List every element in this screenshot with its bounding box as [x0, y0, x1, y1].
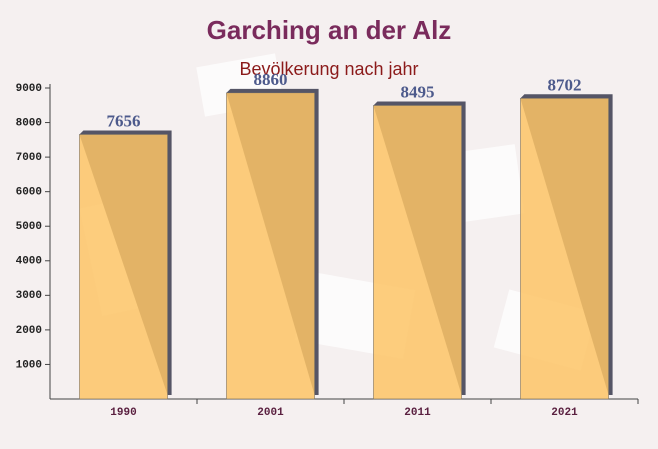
- bar: [520, 98, 609, 400]
- y-tick-label: 3000: [16, 290, 42, 302]
- bar: [226, 92, 315, 400]
- bar: [79, 134, 168, 400]
- y-tick-label: 9000: [16, 83, 42, 95]
- x-tick-label: 1990: [110, 407, 136, 419]
- value-label: 8860: [254, 70, 288, 89]
- value-label: 8495: [401, 82, 435, 101]
- y-tick-label: 4000: [16, 256, 42, 268]
- y-tick-label: 1000: [16, 359, 42, 371]
- chart-subtitle: Bevölkerung nach jahr: [239, 59, 418, 79]
- y-tick-label: 5000: [16, 221, 42, 233]
- value-label: 8702: [548, 75, 582, 94]
- value-label: 7656: [107, 111, 141, 130]
- chart-title: Garching an der Alz: [207, 15, 452, 45]
- bar: [373, 105, 462, 400]
- x-tick-label: 2011: [404, 407, 431, 419]
- x-tick-label: 2021: [551, 407, 578, 419]
- y-tick-label: 7000: [16, 152, 42, 164]
- x-tick-label: 2001: [257, 407, 284, 419]
- y-tick-label: 6000: [16, 187, 42, 199]
- y-tick-label: 8000: [16, 117, 42, 129]
- y-tick-label: 2000: [16, 325, 42, 337]
